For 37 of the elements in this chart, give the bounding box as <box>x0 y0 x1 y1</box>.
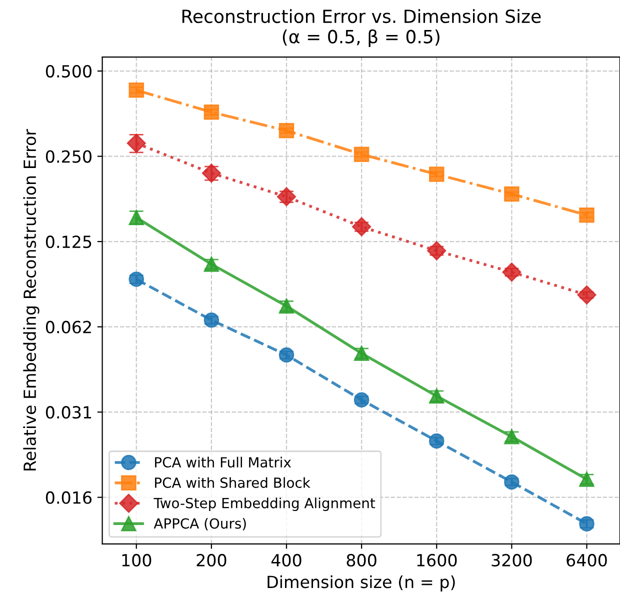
x-tick-label: 1600 <box>417 554 457 567</box>
x-tick-label: 400 <box>271 554 302 567</box>
point <box>502 262 522 282</box>
legend-label: PCA with Full Matrix <box>155 456 291 468</box>
point <box>354 146 370 162</box>
point <box>428 166 444 182</box>
point <box>204 312 220 328</box>
x-tick-label: 6400 <box>566 554 607 567</box>
y-tick-label: 0.500 <box>46 64 92 78</box>
point <box>352 217 372 236</box>
legend-label: APPCA (Ours) <box>154 518 246 530</box>
point <box>579 207 594 223</box>
x-tick-label: 200 <box>196 554 226 567</box>
point <box>278 122 294 138</box>
y-tick-label: 0.062 <box>46 320 91 334</box>
y-tick-label: 0.125 <box>46 236 92 248</box>
point <box>428 433 444 449</box>
chart-title: Reconstruction Error vs. Dimension Size (α = 0.5, β = 0.5) <box>182 9 541 47</box>
y-axis-title: Relative Embedding Reconstruction Error <box>23 129 40 470</box>
point <box>278 347 294 363</box>
legend-label: PCA with Shared Block <box>155 477 310 488</box>
x-tick-label: 100 <box>122 554 152 567</box>
y-tick-label: 0.031 <box>46 406 92 419</box>
point <box>354 392 370 408</box>
point <box>577 285 596 304</box>
y-tick-label: 0.250 <box>46 150 92 163</box>
y-tick-label: 0.016 <box>46 491 92 504</box>
point <box>504 186 520 202</box>
x-tick-label: 800 <box>346 554 376 567</box>
point <box>504 474 520 490</box>
legend-label: Two-Step Embedding Alignment <box>154 498 376 512</box>
point <box>204 104 220 120</box>
point <box>128 82 144 98</box>
x-tick-label: 3200 <box>492 554 532 567</box>
x-axis-title: Dimension size (n = p) <box>268 575 455 592</box>
point <box>276 187 296 206</box>
point <box>427 241 446 260</box>
